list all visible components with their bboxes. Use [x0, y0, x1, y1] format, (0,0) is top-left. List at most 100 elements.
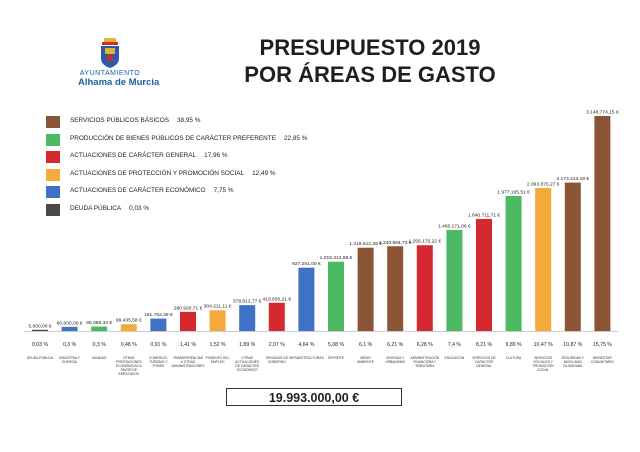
category-label: MEDIO AMBIENTE	[357, 356, 375, 364]
total-budget: 19.993.000,00 €	[226, 388, 402, 406]
value-label: 413.605,21 €	[263, 296, 292, 302]
category-label: FOMENTO DEL EMPLEO	[206, 356, 230, 364]
category-label: SANIDAD	[92, 356, 107, 360]
bar	[476, 218, 492, 331]
legend-pct: 22,85 %	[283, 134, 308, 142]
legend-swatch	[46, 186, 60, 198]
category-label: BIENESTAR COMUNITARIO	[591, 356, 615, 364]
value-label: 1.640.711,71 €	[468, 212, 501, 218]
category-label: SERVICIOS DE CARÁCTER GENERAL	[472, 356, 496, 368]
category-label: COMERCIO, TURISMO Y PYMES	[149, 356, 168, 368]
logo-line2: Alhama de Murcia	[78, 77, 160, 88]
value-label: 378.812,77 €	[233, 299, 262, 305]
category-label: SEGURIDAD Y MOVILIDAD CIUDADANA	[561, 356, 584, 368]
value-label: 280.920,71 €	[174, 305, 203, 311]
coat-of-arms-icon	[101, 38, 119, 68]
value-label: 1.015.312,68 €	[320, 255, 353, 261]
category-label: DEUDA PÚBLICA	[27, 356, 54, 360]
percent-label: 0,03 %	[32, 342, 49, 348]
value-label: 65.069,34 €	[86, 320, 112, 326]
value-label: 304.211,11 €	[204, 304, 232, 310]
percent-label: 5,08 %	[328, 342, 345, 348]
category-label: VIVIENDA Y URBANISMO	[385, 356, 405, 364]
bar	[150, 318, 167, 331]
bar	[387, 246, 404, 331]
percent-label: 9,89 %	[506, 342, 523, 348]
bar	[535, 188, 552, 331]
legend-pct: 0,03 %	[129, 204, 150, 212]
value-label: 1.977.105,51 €	[497, 190, 530, 196]
logo: AYUNTAMIENTO Alhama de Murcia	[78, 38, 160, 88]
percent-label: 0,3 %	[63, 342, 77, 348]
title-line2: POR ÁREAS DE GASTO	[244, 62, 496, 87]
bar	[298, 267, 315, 331]
legend-label: ACTUACIONES DE CARÁCTER ECONÓMICO	[70, 187, 206, 194]
category-label: SERVICIOS SOCIALES Y PROMOCIÓN SOCIAL	[533, 356, 554, 372]
bar	[446, 229, 463, 331]
value-label: 2.093.870,27 €	[527, 182, 560, 188]
category-label: ADMINISTRACIÓN FINANCIERA Y TRIBUTARIA	[411, 355, 440, 368]
percent-label: 10,47 %	[534, 342, 553, 348]
percent-label: 10,87 %	[563, 342, 582, 348]
category-label: EDUCACIÓN	[445, 355, 465, 360]
percent-label: 6,21 %	[387, 342, 404, 348]
value-label: 5.000,00 €	[28, 323, 51, 329]
legend-pct: 38,95 %	[176, 117, 201, 124]
legend-swatch	[46, 133, 60, 146]
percent-label: 1,41 %	[180, 342, 197, 348]
value-label: 1.240.884,73 €	[379, 240, 412, 246]
value-label: 2.173.413,19 €	[556, 176, 589, 182]
value-label: 1.480.171,06 €	[438, 223, 471, 229]
bar	[505, 196, 522, 331]
percent-label: 7,4 %	[448, 342, 462, 348]
legend-label: ACTUACIONES DE CARÁCTER GENERAL	[70, 152, 197, 159]
value-label: 181.762,48 €	[144, 312, 173, 318]
legend-pct: 12,49 %	[252, 169, 276, 177]
legend-label: SERVICIOS PÚBLICOS BÁSICOS	[70, 117, 169, 124]
legend-swatch	[46, 203, 60, 216]
legend-pct: 7,75 %	[213, 187, 234, 194]
value-label: 99.435,58 €	[116, 318, 142, 324]
page-title: PRESUPUESTO 2019 POR ÁREAS DE GASTO	[215, 34, 525, 88]
percent-label: 8,21 %	[476, 342, 493, 348]
legend-swatch	[46, 168, 60, 181]
category-label: TRANSFERENCIAS A OTRAS ADMINISTRACIONES	[172, 356, 206, 368]
bar	[209, 310, 226, 331]
bar	[91, 326, 108, 331]
value-label: 1.256.176,22 €	[408, 239, 441, 245]
value-label: 1.219.612,28 €	[349, 241, 382, 247]
category-label: INFRAESTRUCTURAS	[289, 356, 324, 360]
percent-label: 15,75 %	[593, 342, 612, 348]
value-label: 3.148.774,15 €	[586, 110, 619, 116]
percent-label: 6,28 %	[417, 342, 434, 348]
legend-swatch	[46, 116, 60, 128]
category-label: CULTURA	[506, 356, 522, 360]
percent-label: 2,07 %	[269, 342, 286, 348]
bar-chart: 5.000,00 € 0,03 % DEUDA PÚBLICA 60.000,00 €…	[24, 110, 619, 376]
percent-label: 4,64 %	[298, 342, 315, 348]
percent-label: 1,89 %	[239, 342, 256, 348]
percent-label: 1,52 %	[210, 342, 227, 348]
bar	[594, 116, 611, 331]
percent-label: 0,91 %	[150, 342, 167, 348]
bar	[180, 311, 196, 331]
title-line1: PRESUPUESTO 2019	[259, 35, 481, 60]
bar	[416, 245, 433, 331]
bar	[564, 182, 581, 331]
percent-label: 0,48 %	[121, 342, 138, 348]
percent-label: 6,1 %	[359, 342, 373, 348]
category-label: DEPORTE	[328, 356, 345, 360]
bar	[328, 261, 344, 331]
category-label: OTRAS PRESTACIONES ECONÓMICAS A FAVOR DE EMP…	[116, 356, 142, 376]
bar	[61, 326, 78, 331]
category-label: INDUSTRIA Y ENERGÍA	[59, 356, 80, 364]
percent-label: 0,3 %	[93, 342, 107, 348]
legend-swatch	[46, 151, 60, 163]
logo-line1: AYUNTAMIENTO	[79, 70, 141, 77]
category-label: ÓRGANOS DE GOBIERNO	[266, 355, 289, 364]
bar	[357, 247, 374, 331]
legend-label: PRODUCCIÓN DE BIENES PÚBLICOS DE CARÁCTE…	[70, 134, 276, 142]
bar	[32, 329, 48, 331]
legend-label: DEUDA PÚBLICA	[70, 204, 122, 212]
bar	[268, 302, 285, 331]
